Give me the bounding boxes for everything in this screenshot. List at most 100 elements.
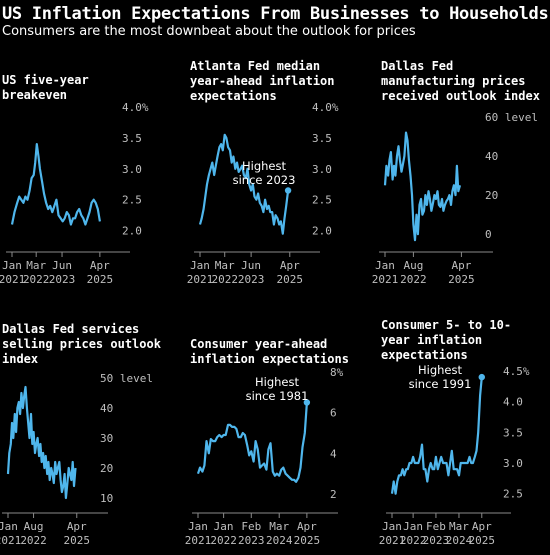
x-tick-year-label: 2024 [266,534,293,547]
x-tick-year-label: 2021 [0,273,25,286]
x-tick-year-label: 2021 [372,273,399,286]
panel-title-line: US five-year [2,73,89,87]
y-tick-label: 40 [100,402,113,415]
x-tick-month-label: Apr [90,259,110,272]
x-tick-year-label: 2021 [379,534,406,547]
panel-title-line: Consumer year-ahead [190,337,328,351]
x-tick-year-label: 2022 [20,534,47,547]
x-tick-month-label: Jan [2,259,22,272]
x-tick-month-label: Aug [24,520,44,533]
series-line [390,376,483,495]
series-line [196,402,308,483]
x-tick-month-label: Jan [214,520,234,533]
x-tick-month-label: Mar [215,259,235,272]
panel-title-line: Consumer 5- to 10- [381,318,512,332]
x-tick-year-label: 2025 [294,534,321,547]
y-tick-label: 30 [100,432,113,445]
y-tick-label: 20 [485,189,498,202]
y-tick-label: 3.5 [122,132,142,145]
y-tick-label: 3.5 [312,132,332,145]
panel-title-line: Dallas Fed [381,59,454,73]
x-tick-year-label: 2025 [469,534,496,547]
y-tick-label: 6 [330,407,337,420]
panel-title-line: index [2,352,39,366]
panel-title-dallas-services: Dallas Fed services selling prices outlo… [2,322,161,367]
y-tick-label: 60 level [485,111,538,124]
y-tick-label: 2.5 [503,488,523,501]
x-tick-month-label: Jun [241,259,261,272]
panel-title-line: Dallas Fed services [2,322,140,336]
x-tick-year-label: 2025 [448,273,475,286]
x-tick-month-label: Jan [188,520,208,533]
latest-value-dot [303,399,311,406]
annotation-text: Highest [255,375,299,389]
y-tick-label: 4.0% [122,101,149,114]
x-tick-month-label: Apr [472,520,492,533]
x-tick-year-label: 2025 [64,534,91,547]
panel-title-atlanta-fed: Atlanta Fed median year-ahead inflation … [190,59,335,104]
annotation-text: since 2023 [233,173,296,187]
y-tick-label: 10 [100,492,113,505]
y-tick-label: 50 level [100,372,153,385]
series-line [198,133,290,235]
annotation-text: Highest [418,363,462,377]
latest-value-dot [478,373,485,381]
x-tick-year-label: 2021 [0,534,21,547]
panel-title-consumer-5-10: Consumer 5- to 10- year inflation expect… [381,318,511,363]
y-tick-label: 4.0 [503,396,523,409]
y-tick-label: 4.0% [312,101,339,114]
y-tick-label: 2.0 [312,225,332,238]
y-tick-label: 2.5 [122,194,142,207]
x-tick-year-label: 2022 [210,534,237,547]
x-tick-month-label: Apr [297,520,317,533]
x-tick-month-label: Jun [52,259,72,272]
panel-title-consumer-year-ahead: Consumer year-ahead inflation expectatio… [190,337,349,367]
x-tick-year-label: 2024 [446,534,473,547]
panel-title-breakeven: US five-year breakeven [2,73,89,103]
x-tick-year-label: 2021 [187,273,214,286]
panel-title-line: Atlanta Fed median [190,59,321,73]
y-tick-label: 3.5 [503,426,523,439]
x-tick-month-label: Aug [403,259,423,272]
y-tick-label: 2.5 [312,194,332,207]
x-tick-year-label: 2025 [277,273,304,286]
x-tick-month-label: Jan [0,520,18,533]
x-tick-year-label: 2025 [87,273,114,286]
x-tick-month-label: Apr [280,259,300,272]
y-tick-label: 8% [330,366,344,379]
series-line [10,143,101,226]
x-tick-month-label: Mar [269,520,289,533]
x-tick-month-label: Jan [382,520,402,533]
panel-title-line: expectations [381,348,468,362]
y-tick-label: 3.0 [503,457,523,470]
page-title: US Inflation Expectations From Businesse… [2,4,549,24]
x-tick-month-label: Apr [451,259,471,272]
panel-title-line: breakeven [2,88,68,102]
y-tick-label: 2.0 [122,225,142,238]
series-line [6,385,77,500]
x-tick-year-label: 2022 [23,273,50,286]
y-tick-label: 20 [100,462,113,475]
annotation-text: since 1991 [409,377,472,391]
x-tick-month-label: Feb [426,520,446,533]
y-tick-label: 40 [485,150,498,163]
x-tick-month-label: Feb [241,520,261,533]
panel-title-line: year inflation [381,333,483,347]
panel-title-line: manufacturing prices [381,74,526,88]
y-tick-label: 2 [330,488,337,501]
series-line [383,131,462,242]
x-tick-month-label: Apr [67,520,87,533]
x-tick-year-label: 2023 [423,534,450,547]
x-tick-year-label: 2021 [185,534,212,547]
x-tick-year-label: 2023 [49,273,76,286]
panel-title-line: received outlook index [381,89,540,103]
y-tick-label: 0 [485,228,492,241]
latest-value-dot [284,187,292,194]
x-tick-month-label: Jan [375,259,395,272]
x-tick-year-label: 2022 [211,273,238,286]
x-tick-month-label: Jan [190,259,210,272]
x-tick-month-label: Mar [26,259,46,272]
x-tick-month-label: Jan [403,520,423,533]
page-subtitle: Consumers are the most downbeat about th… [2,24,416,39]
